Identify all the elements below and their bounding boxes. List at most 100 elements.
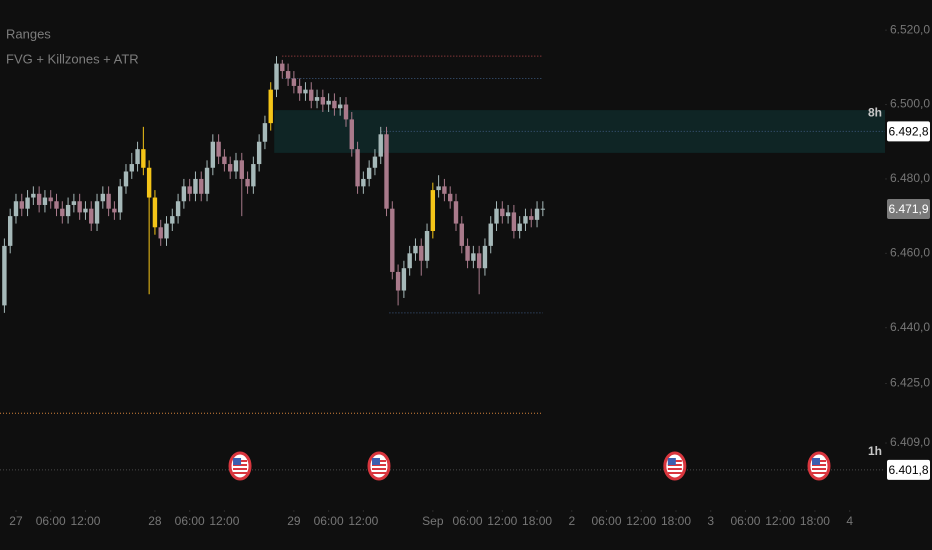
x-tick-label: 4: [846, 514, 853, 528]
x-tick-label: 28: [148, 514, 162, 528]
x-tick-label: 12:00: [487, 514, 517, 528]
event-marker: [228, 451, 252, 481]
x-tick-label: 12:00: [348, 514, 378, 528]
candle-body: [193, 178, 198, 194]
candle-body: [529, 216, 534, 220]
candle-body: [94, 201, 100, 224]
candle-body: [83, 208, 88, 213]
y-tick-label: 6.440,0: [890, 320, 930, 334]
candle-body: [471, 253, 476, 261]
y-tick-label: 6.425,0: [890, 376, 930, 390]
flag-canton: [233, 458, 242, 465]
candle-body: [309, 89, 314, 101]
candle-body: [285, 71, 291, 79]
price-label-box: [887, 121, 930, 142]
y-tick-label: 6.500,0: [890, 97, 930, 111]
candle-body: [280, 63, 285, 72]
event-marker: [367, 451, 391, 481]
x-tick-label: 18:00: [800, 514, 830, 528]
candle-body: [274, 63, 279, 90]
flag-canton: [667, 458, 676, 465]
candle-body: [314, 97, 320, 101]
candle-body: [465, 245, 470, 261]
candle-body: [199, 178, 204, 194]
candle-body: [291, 78, 297, 86]
candle-body: [320, 97, 326, 105]
period-label: 1h: [868, 444, 882, 458]
candle-body: [170, 216, 175, 224]
candle-body: [158, 227, 163, 239]
candle-body: [332, 100, 337, 109]
x-tick-label: 2: [568, 514, 575, 528]
candle-body: [100, 193, 106, 202]
flag-stripe: [811, 472, 826, 474]
y-tick-label: 6.480,0: [890, 171, 930, 185]
x-tick-label: 27: [9, 514, 23, 528]
candle-body: [378, 134, 383, 157]
candle-body: [117, 186, 123, 213]
candle-body: [227, 164, 233, 172]
candle-body: [390, 208, 395, 272]
candle-body: [505, 212, 511, 217]
x-tick-label: 12:00: [626, 514, 656, 528]
candle-body: [407, 253, 412, 269]
price-label-box: [887, 459, 930, 480]
candle-body: [19, 201, 24, 209]
candle-body: [268, 89, 273, 124]
flag-stripe: [233, 468, 248, 470]
candle-body: [25, 197, 30, 209]
x-tick-label: 3: [707, 514, 714, 528]
x-tick-label: 06:00: [730, 514, 760, 528]
x-tick-label: 06:00: [314, 514, 344, 528]
candle-body: [71, 201, 77, 205]
candle-body: [245, 178, 250, 187]
candle-body: [500, 208, 505, 217]
candle-body: [256, 141, 262, 165]
candle-body: [54, 201, 59, 209]
candle-body: [60, 208, 65, 217]
candle-body: [384, 134, 389, 209]
y-tick-label: 6.460,0: [890, 245, 930, 259]
x-tick-label: 12:00: [70, 514, 100, 528]
candle-body: [233, 160, 239, 172]
flag-canton: [811, 458, 820, 465]
event-marker: [807, 451, 831, 481]
candle-body: [164, 223, 169, 239]
candle-body: [216, 141, 221, 157]
price-label-box: [887, 199, 930, 220]
candle-body: [112, 208, 117, 213]
period-label: 8h: [868, 105, 882, 119]
y-tick-label: 6.409,0: [890, 435, 930, 449]
x-tick-label: 29: [287, 514, 301, 528]
flag-stripe: [811, 468, 826, 470]
candle-body: [424, 231, 430, 261]
candle-body: [395, 271, 401, 291]
candle-body: [36, 193, 42, 205]
candle-body: [187, 186, 192, 194]
candle-body: [523, 216, 528, 224]
levels-layer: [0, 55, 885, 471]
candle-body: [152, 197, 158, 228]
candle-body: [540, 208, 546, 210]
candle-body: [453, 201, 459, 224]
candle-body: [419, 245, 424, 261]
candle-body: [135, 149, 140, 165]
candle-body: [42, 197, 48, 205]
candle-body: [534, 208, 540, 220]
candle-body: [448, 193, 453, 202]
candle-body: [442, 186, 447, 194]
candle-body: [129, 164, 134, 172]
x-tick-label: 06:00: [453, 514, 483, 528]
candle-body: [413, 245, 418, 254]
candle-body: [210, 141, 216, 168]
candle-body: [141, 149, 146, 168]
candle-body: [337, 104, 343, 109]
candle-body: [181, 186, 187, 202]
candle-body: [482, 245, 488, 269]
candles-layer: [2, 56, 546, 313]
candle-body: [7, 216, 13, 246]
candle-body: [13, 201, 19, 217]
candle-body: [89, 208, 94, 224]
